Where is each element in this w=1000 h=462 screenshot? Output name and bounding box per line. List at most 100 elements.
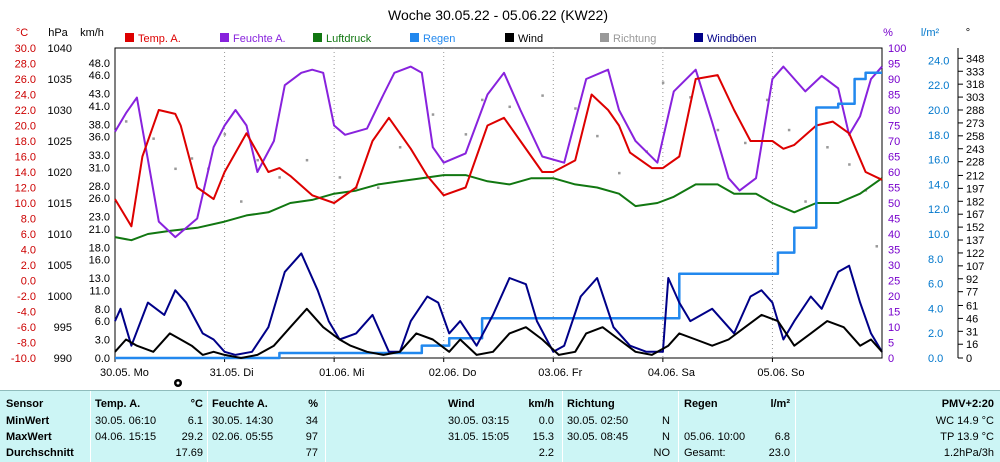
tick-label-pct: 10 [888,322,900,334]
tick-label-kmh: 18.0 [89,242,110,254]
statistics-panel: Sensor MinWert MaxWert Durchschnitt Temp… [0,390,1000,462]
tick-label-dir: 61 [966,300,978,312]
tick-label-kmh: 3.0 [95,335,110,347]
richtung-point [574,107,577,110]
tick-label-rain: 12.0 [928,204,949,216]
x-label: 02.06. Do [429,367,477,379]
temp-min-time: 30.05. 06:10 [95,415,157,427]
tick-label-rain: 18.0 [928,130,949,142]
tick-label-pct: 55 [888,183,900,195]
legend-swatch [505,33,514,42]
legend-swatch [313,33,322,42]
richtung-point [223,133,227,136]
tick-label-kmh: 16.0 [89,255,110,267]
richtung-point [826,146,829,149]
tick-label-temp: 30.0 [15,43,36,55]
richtung-point [787,128,791,132]
temp-avg-value: 17.69 [175,447,203,459]
richtung-point [256,158,259,162]
tick-label-pct: 85 [888,90,900,102]
tick-label-rain: 6.0 [928,279,943,291]
plot-background [114,47,883,359]
tick-label-kmh: 23.0 [89,212,110,224]
tick-label-hpa: 1035 [48,74,72,86]
temp-max-value: 29.2 [181,431,203,443]
series-line-luftdruck [114,174,883,242]
tick-label-hpa: 1040 [48,43,72,55]
tick-label-dir: 303 [966,92,984,104]
tick-label-kmh: 13.0 [89,273,110,285]
tick-label-temp: -10.0 [11,353,36,365]
temp-min-value: 6.1 [187,415,203,427]
richtung-point [376,186,380,189]
feuchte-max-time: 02.06. 05:55 [212,431,274,443]
label-max: MaxWert [6,431,52,443]
x-label: 04.06. Sa [648,367,696,379]
legend-swatch [410,33,419,42]
richtung-point [716,128,720,132]
tick-label-dir: 107 [966,261,984,273]
tick-label-kmh: 26.0 [89,193,110,205]
richtung-point [464,133,468,136]
tick-label-rain: 16.0 [928,155,949,167]
richtung-point [875,245,879,248]
richtung-point [765,98,769,102]
richtung-min-time: 30.05. 02:50 [567,415,629,427]
feuchte-max-value: 97 [305,431,318,443]
richtung-max-value: N [662,431,670,443]
richtung-point [804,200,807,203]
tick-label-kmh: 33.0 [89,150,110,162]
feuchte-min-time: 30.05. 14:30 [212,415,274,427]
tick-label-pct: 100 [888,43,906,55]
wind-max-time: 31.05. 15:05 [448,431,510,443]
pressure-trend-value: 1.2hPa/3h [943,447,994,459]
richtung-point [541,94,544,97]
tick-label-pct: 60 [888,167,900,179]
tick-label-dir: 182 [966,196,984,208]
tick-label-hpa: 1015 [48,198,72,210]
tick-label-hpa: 1000 [48,291,72,303]
tick-label-pct: 65 [888,152,900,164]
tick-label-temp: 24.0 [15,90,36,102]
tick-label-pct: 80 [888,105,900,117]
weather-chart: Woche 30.05.22 - 05.06.22 (KW22) °C hPa … [11,7,984,387]
tick-label-hpa: 995 [54,322,72,334]
legend: Temp. A. Feuchte A. Luftdruck Regen Wind Rich… [125,33,757,45]
header-temp: Temp. A. [95,398,141,410]
wc-value: WC 14.9 °C [935,415,994,427]
legend-label: Luftdruck [326,33,372,45]
tick-label-kmh: 46.0 [89,70,110,82]
tick-label-kmh: 8.0 [95,304,110,316]
tick-label-dir: 77 [966,287,978,299]
tick-label-rain: 4.0 [928,303,943,315]
tick-label-hpa: 1025 [48,136,72,148]
feuchte-avg-value: 77 [305,447,318,459]
tick-label-pct: 15 [888,307,900,319]
wind-min-value: 0.0 [538,415,554,427]
header-richtung: Richtung [567,398,615,410]
richtung-avg-value: NO [653,447,671,459]
tick-label-kmh: 41.0 [89,101,110,113]
tick-label-temp: 22.0 [15,105,36,117]
x-label: 30.05. Mo [100,367,149,379]
header-feuchte-unit: % [308,398,318,410]
richtung-point [689,96,692,99]
tick-label-dir: 348 [966,53,984,65]
tick-label-temp: -8.0 [17,338,36,350]
tick-label-temp: 20.0 [15,121,36,133]
tick-label-rain: 10.0 [928,229,949,241]
tick-label-dir: 333 [966,66,984,78]
tick-label-rain: 2.0 [928,328,943,340]
tick-label-dir: 243 [966,144,984,156]
richtung-point [744,141,747,145]
richtung-point [431,113,435,116]
regen-total-label: Gesamt: [684,447,726,459]
richtung-point [305,158,309,162]
tick-label-hpa: 1005 [48,260,72,272]
tick-label-dir: 122 [966,248,984,260]
header-regen: Regen [684,398,718,410]
tick-label-kmh: 28.0 [89,181,110,193]
series-line-windben [114,252,883,356]
series-line-tempa [114,74,883,228]
temp-max-time: 04.06. 15:15 [95,431,157,443]
